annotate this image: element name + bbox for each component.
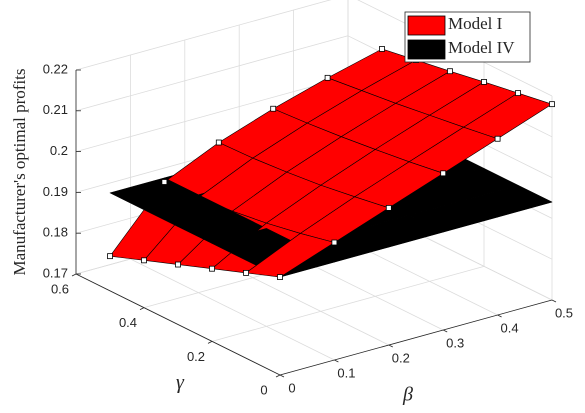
grid-line [75,0,332,71]
x-tick [497,314,502,318]
x-tick [443,329,448,333]
x-tick [334,359,339,363]
z-axis-label: Manufacturer's optimal profits [10,68,29,275]
x-tick-label: 0.5 [555,305,573,320]
z-tick-label: 0.22 [43,61,68,76]
z-tick-label: 0.21 [43,102,68,117]
y-tick [139,307,145,311]
x-tick [279,374,285,378]
surface-marker [141,257,147,264]
grid-line [130,258,335,361]
legend-label: Model IV [448,38,515,57]
surface-marker [161,179,168,185]
z-tick-label: 0.2 [50,143,68,158]
x-tick-label: 0.3 [446,335,464,350]
legend-swatch [407,15,446,36]
surface-marker [515,90,521,96]
y-axis [75,273,281,376]
surface-marker [324,74,331,81]
grid-line [75,76,349,152]
surface-marker [215,139,222,146]
grid-line [211,265,485,342]
surface-marker [107,253,113,260]
x-axis-label: β [402,384,413,406]
legend: Model I Model IV [404,11,531,63]
legend-label: Model I [448,14,503,33]
x-tick-label: 0.4 [501,320,519,335]
x-axis [279,299,553,376]
z-tick-label: 0.19 [43,184,68,199]
grid-line [75,35,349,112]
surface-marker [331,239,338,246]
y-tick [275,374,281,378]
x-tick [551,299,557,303]
y-tick-label: 0.6 [51,281,69,296]
surface-marker [447,68,453,75]
x-tick-label: 0 [288,380,295,395]
labels: 0 0.1 0.2 0.3 0.4 0.5 0 0.2 0.4 0.60.17 0.18 0.19 0.… [10,61,573,405]
y-tick [207,340,213,344]
x-tick-label: 0.1 [337,365,355,380]
surface-marker [481,79,487,85]
y-tick-label: 0.2 [187,349,205,364]
x-tick [388,344,393,348]
x-tick-label: 0.2 [392,350,410,365]
axes [71,69,557,378]
surface-cell [245,233,335,278]
y-tick-label: 0.4 [119,315,137,330]
y-tick-label: 0 [260,382,267,397]
surface-marker [175,261,181,268]
surface-marker [549,101,555,108]
surface-marker [243,269,249,276]
surface-marker [270,105,277,112]
z-tick-label: 0.17 [43,265,68,280]
surface-marker [379,46,385,52]
y-tick [71,273,77,277]
surfaces [109,48,553,278]
surface-marker [440,170,447,177]
legend-swatch [407,39,446,60]
surface-marker [494,135,501,142]
z-tick-label: 0.18 [43,225,68,240]
surface-marker [209,265,215,272]
surface-marker [277,274,283,280]
surface-marker [385,205,392,211]
y-axis-label: γ [176,372,185,394]
